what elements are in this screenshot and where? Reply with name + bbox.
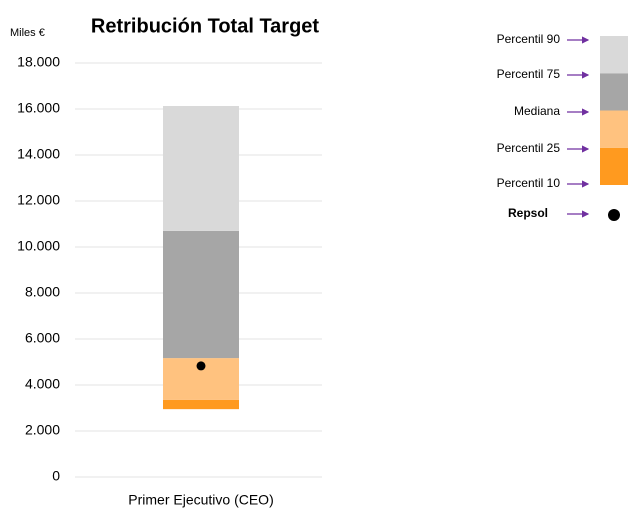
legend-marker (608, 209, 620, 221)
legend-label: Mediana (514, 104, 560, 118)
y-tick-label: 12.000 (17, 192, 60, 208)
marker-point (196, 361, 206, 371)
legend-swatch (600, 36, 628, 74)
y-tick-label: 0 (52, 468, 60, 484)
y-tick-label: 8.000 (25, 284, 60, 300)
legend-label: Percentil 25 (497, 141, 561, 155)
legend-swatch (600, 147, 628, 185)
bar-segment (163, 399, 239, 410)
y-tick-label: 18.000 (17, 54, 60, 70)
y-tick-label: 4.000 (25, 376, 60, 392)
x-tick-label: Primer Ejecutivo (CEO) (128, 492, 273, 508)
y-tick-label: 14.000 (17, 146, 60, 162)
legend-label: Percentil 75 (497, 67, 561, 81)
bar-segment (163, 106, 239, 231)
y-tick-label: 2.000 (25, 422, 60, 438)
chart-title: Retribución Total Target (91, 15, 319, 37)
legend-swatch (600, 73, 628, 111)
y-tick-label: 16.000 (17, 100, 60, 116)
legend-label: Percentil 10 (497, 176, 561, 190)
y-unit: Miles € (10, 27, 45, 39)
legend-swatch (600, 110, 628, 148)
legend-label: Percentil 90 (497, 32, 561, 46)
y-tick-label: 10.000 (17, 238, 60, 254)
bar-segment (163, 230, 239, 359)
y-tick-label: 6.000 (25, 330, 60, 346)
legend-label: Repsol (508, 206, 548, 220)
